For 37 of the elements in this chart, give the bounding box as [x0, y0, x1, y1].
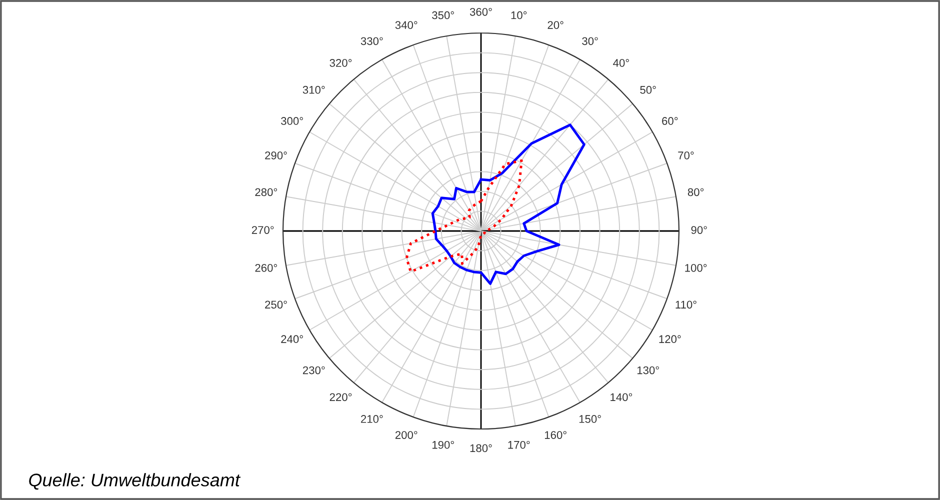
- spoke-label: 280°: [255, 188, 277, 196]
- spoke-label: 110°: [676, 300, 696, 309]
- spoke-label: 150°: [579, 415, 601, 423]
- spoke-label: 60°: [662, 117, 678, 125]
- spoke-label: 320°: [330, 59, 352, 67]
- spoke-label: 100°: [685, 264, 707, 272]
- spoke-label: 130°: [637, 366, 659, 374]
- spoke-label: 200°: [395, 431, 418, 439]
- spoke-label: 260°: [255, 264, 277, 272]
- spoke-label: 290°: [265, 152, 287, 160]
- spoke-label: 330°: [360, 37, 383, 46]
- spoke-label: 70°: [678, 152, 694, 160]
- spoke-label: 90°: [691, 226, 707, 234]
- spoke-label: 20°: [548, 21, 564, 29]
- spoke-label: 310°: [302, 86, 325, 94]
- spoke-label: 250°: [265, 300, 287, 309]
- spoke-label: 230°: [302, 366, 325, 374]
- spoke-label: 360°: [470, 8, 492, 16]
- spoke-label: 50°: [640, 86, 656, 94]
- spoke-label: 240°: [281, 335, 303, 344]
- spoke-label: 80°: [688, 188, 704, 196]
- spoke-label: 120°: [659, 335, 681, 344]
- source-note: Quelle: Umweltbundesamt: [29, 473, 241, 490]
- spoke-label: 350°: [432, 11, 454, 20]
- spoke-label: 40°: [613, 59, 629, 67]
- spoke-label: 180°: [470, 444, 492, 452]
- spoke-label: 210°: [361, 415, 383, 423]
- spoke-label: 140°: [610, 393, 632, 402]
- spoke-label: 300°: [281, 117, 303, 125]
- spoke-label: 160°: [544, 431, 566, 439]
- spoke-label: 340°: [395, 21, 418, 29]
- spoke-label: 220°: [330, 393, 352, 402]
- spoke-label: 170°: [508, 440, 530, 449]
- spoke-label: 270°: [252, 226, 274, 234]
- spoke-label: 30°: [582, 37, 598, 46]
- spoke-label: 10°: [511, 11, 527, 20]
- spoke-label: 190°: [432, 440, 454, 449]
